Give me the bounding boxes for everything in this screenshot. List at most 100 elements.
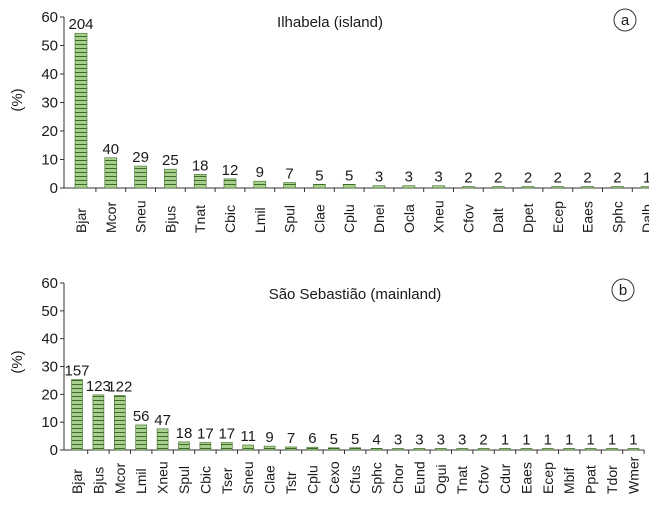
bar-Tdor bbox=[606, 448, 618, 451]
bar-Chor bbox=[392, 448, 404, 451]
category-label-Dalt: Dalt bbox=[490, 208, 506, 233]
category-label-Cexo: Cexo bbox=[326, 461, 342, 494]
data-label-Tnat: 18 bbox=[192, 157, 209, 174]
data-label-Eaes: 1 bbox=[522, 432, 530, 449]
data-label-Ppat: 1 bbox=[586, 432, 594, 449]
data-label-Mcor: 122 bbox=[107, 378, 132, 395]
data-label-Chor: 3 bbox=[394, 432, 402, 449]
bar-Bjus bbox=[92, 394, 105, 451]
y-tick-label: 40 bbox=[41, 331, 58, 348]
data-label-Cdur: 1 bbox=[501, 432, 509, 449]
category-label-Cdur: Cdur bbox=[497, 463, 513, 494]
bar-Cfus bbox=[349, 447, 362, 451]
bar-Cplu bbox=[342, 183, 356, 189]
category-label-Chor: Chor bbox=[390, 463, 406, 494]
bar-Mcor bbox=[104, 157, 118, 189]
data-label-Clae: 5 bbox=[315, 167, 323, 184]
category-label-Eaes: Eaes bbox=[518, 462, 534, 494]
data-label-Sphc: 4 bbox=[372, 431, 380, 448]
bar-Cfov bbox=[477, 448, 490, 451]
panel-letter: b bbox=[619, 282, 627, 299]
category-label-Cbic: Cbic bbox=[222, 205, 238, 233]
bar-Tstr bbox=[285, 446, 297, 451]
data-label-Cfov: 2 bbox=[479, 432, 487, 449]
category-label-Tstr: Tstr bbox=[283, 471, 299, 494]
bar-Dnei bbox=[372, 185, 386, 189]
data-label-Lmil: 56 bbox=[133, 408, 150, 425]
y-tick-label: 50 bbox=[41, 38, 58, 55]
data-label-Tdor: 1 bbox=[608, 432, 616, 449]
data-label-Ecep: 2 bbox=[554, 170, 562, 187]
category-label-Tdor: Tdor bbox=[604, 465, 620, 494]
data-label-Bjus: 123 bbox=[86, 378, 111, 395]
bar-Sphc bbox=[370, 448, 383, 451]
category-label-Dpet: Dpet bbox=[520, 203, 536, 233]
bar-Bjus bbox=[164, 168, 177, 189]
y-tick-label: 20 bbox=[41, 386, 58, 403]
bar-Cfov bbox=[462, 186, 475, 189]
data-label-Ogui: 3 bbox=[437, 432, 445, 449]
category-label-Ocla: Ocla bbox=[401, 204, 417, 233]
bar-Ocla bbox=[402, 185, 416, 189]
data-label-Bjar: 204 bbox=[68, 16, 93, 33]
data-label-Dalt: 2 bbox=[494, 170, 502, 187]
data-label-Xneu: 3 bbox=[434, 169, 442, 186]
bar-Sneu bbox=[134, 165, 147, 189]
category-label-Sneu: Sneu bbox=[240, 461, 256, 494]
data-label-Ecep: 1 bbox=[544, 432, 552, 449]
category-label-Xneu: Xneu bbox=[155, 461, 171, 494]
category-label-Cplu: Cplu bbox=[304, 465, 320, 494]
category-label-Tnat: Tnat bbox=[192, 205, 208, 233]
category-label-Xneu: Xneu bbox=[431, 200, 447, 233]
bar-Cplu bbox=[306, 446, 319, 451]
category-label-Eaes: Eaes bbox=[580, 201, 596, 233]
y-tick-label: 30 bbox=[41, 95, 58, 112]
data-label-Sneu: 11 bbox=[240, 428, 256, 445]
bar-Xneu bbox=[156, 428, 169, 451]
bar-Dpet bbox=[521, 186, 535, 189]
chart-title: Ilhabela (island) bbox=[277, 14, 383, 31]
y-tick-label: 10 bbox=[41, 152, 58, 169]
data-label-Clae: 9 bbox=[265, 429, 273, 446]
bar-Eaes bbox=[581, 186, 594, 189]
data-label-Ocla: 3 bbox=[405, 169, 413, 186]
bar-Dalt bbox=[491, 186, 505, 189]
category-label-Clae: Clae bbox=[262, 465, 278, 494]
bar-Ecep bbox=[541, 448, 554, 451]
y-axis-label: (%) bbox=[9, 350, 26, 373]
y-tick-label: 0 bbox=[50, 180, 58, 197]
y-tick-label: 0 bbox=[50, 442, 58, 459]
category-label-Sphc: Sphc bbox=[369, 462, 385, 494]
category-label-Ppat: Ppat bbox=[583, 465, 599, 494]
category-label-Cbic: Cbic bbox=[197, 466, 213, 494]
category-label-Ecep: Ecep bbox=[540, 462, 556, 494]
data-label-Cbic: 17 bbox=[197, 425, 214, 442]
category-label-Mbif: Mbif bbox=[561, 467, 577, 494]
data-label-Cplu: 5 bbox=[345, 167, 353, 184]
category-label-Bjar: Bjar bbox=[73, 208, 89, 233]
bar-Bjar bbox=[74, 32, 88, 189]
bar-Tnat bbox=[456, 448, 469, 451]
bar-Xneu bbox=[432, 185, 445, 189]
data-label-Bjus: 25 bbox=[162, 152, 179, 169]
bar-Cbic bbox=[199, 442, 212, 451]
category-label-Lmil: Lmil bbox=[252, 207, 268, 233]
category-label-Dnei: Dnei bbox=[371, 204, 387, 233]
category-label-Wmer: Wmer bbox=[625, 456, 641, 494]
chart-title: São Sebastião (mainland) bbox=[269, 286, 442, 303]
category-label-Ogui: Ogui bbox=[433, 464, 449, 494]
bar-Eund bbox=[413, 448, 426, 451]
data-label-Dpet: 2 bbox=[524, 170, 532, 187]
category-label-Bjar: Bjar bbox=[69, 469, 85, 494]
y-tick-label: 40 bbox=[41, 66, 58, 83]
data-label-Tser: 17 bbox=[218, 425, 235, 442]
data-label-Spul: 18 bbox=[176, 425, 193, 442]
y-tick-label: 20 bbox=[41, 123, 58, 140]
data-label-Cbic: 12 bbox=[222, 162, 239, 179]
category-label-Lmil: Lmil bbox=[133, 468, 149, 494]
bar-Sneu bbox=[242, 444, 254, 451]
bar-Clae bbox=[263, 445, 276, 451]
category-label-Cfov: Cfov bbox=[476, 465, 492, 494]
data-label-Tstr: 7 bbox=[287, 430, 295, 447]
